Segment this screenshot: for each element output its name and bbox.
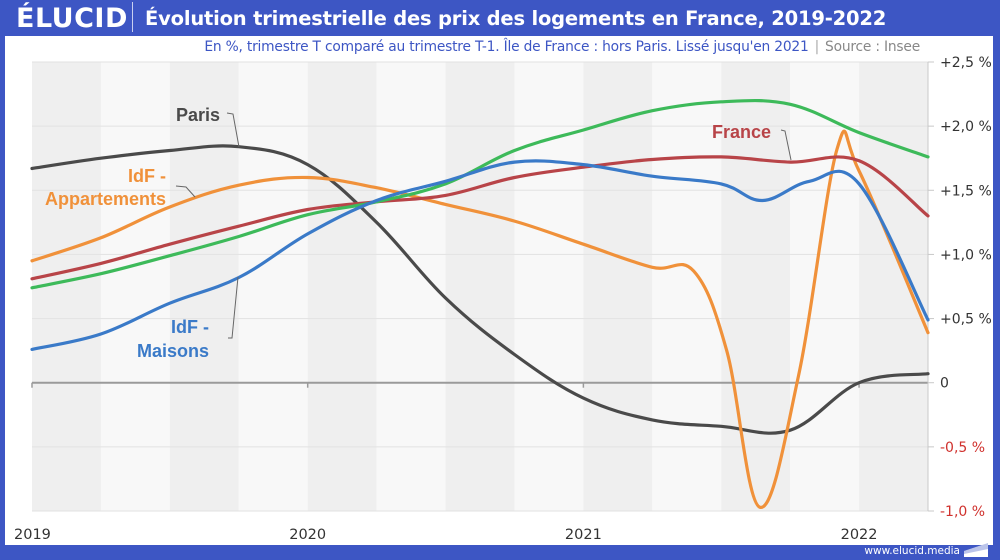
label-france: France xyxy=(712,122,771,142)
y-tick-label: +2,5 % xyxy=(940,55,992,71)
quarter-stripe xyxy=(514,62,584,511)
series-labels: Paris IdF - Appartements France IdF - Ma… xyxy=(45,105,771,361)
leader-idf-appartements xyxy=(175,185,196,198)
leader-idf-maisons xyxy=(228,276,239,339)
y-axis-ticks: +2,5 % +2,0 % +1,5 % +1,0 % +0,5 % 0 -0,5 % -1,… xyxy=(928,55,992,520)
y-tick-label: +0,5 % xyxy=(940,312,992,328)
x-axis-ticks: 2019 2020 2021 2022 xyxy=(14,382,878,543)
series-line-ile-de-france-total xyxy=(30,98,930,290)
leader-france xyxy=(780,129,792,161)
x-tick-label: 2021 xyxy=(565,527,602,543)
y-tick-label: +1,0 % xyxy=(940,247,992,263)
y-tick-label: +1,5 % xyxy=(940,183,992,199)
header-bar: ÉLUCID Évolution trimestrielle des prix … xyxy=(0,0,1000,36)
series-line-france xyxy=(30,155,930,281)
chart-subtitle: En %, trimestre T comparé au trimestre T… xyxy=(204,37,920,57)
subtitle-separator: | xyxy=(814,39,820,55)
series-line-idf-maisons xyxy=(30,159,930,351)
gridlines xyxy=(32,61,928,512)
quarter-stripe xyxy=(721,62,791,511)
source-label: Source : Insee xyxy=(825,39,920,55)
elucid-logo[interactable]: ÉLUCID xyxy=(16,3,128,34)
series-lines xyxy=(30,98,930,509)
quarter-stripe xyxy=(859,62,928,511)
quarter-stripes xyxy=(32,62,928,511)
quarter-stripe xyxy=(583,62,653,511)
subtitle-text: En %, trimestre T comparé au trimestre T… xyxy=(204,39,809,55)
x-tick-label: 2020 xyxy=(289,527,326,543)
label-idf-appartements-line2: Appartements xyxy=(45,189,166,209)
label-leader-lines xyxy=(175,112,792,339)
y-tick-label: -1,0 % xyxy=(940,504,985,520)
chart-title: Évolution trimestrielle des prix des log… xyxy=(145,7,887,30)
quarter-stripe xyxy=(652,62,722,511)
quarter-stripe xyxy=(100,62,170,511)
label-idf-appartements-line1: IdF - xyxy=(128,166,166,186)
quarter-stripe xyxy=(169,62,239,511)
y-tick-label: +2,0 % xyxy=(940,119,992,135)
label-idf-maisons-line2: Maisons xyxy=(137,341,209,361)
logo-divider xyxy=(132,2,133,32)
elucid-mark-icon xyxy=(964,543,988,557)
label-paris: Paris xyxy=(176,105,220,125)
x-tick-label: 2022 xyxy=(841,527,878,543)
quarter-stripe xyxy=(445,62,515,511)
x-tick-label: 2019 xyxy=(14,527,51,543)
quarter-stripe xyxy=(238,62,308,511)
label-idf-maisons-line1: IdF - xyxy=(171,317,209,337)
footer-url-link[interactable]: www.elucid.media xyxy=(864,545,960,557)
quarter-stripe xyxy=(307,62,377,511)
y-tick-label: -0,5 % xyxy=(940,440,985,456)
y-tick-label: 0 xyxy=(940,376,949,392)
series-line-paris xyxy=(30,144,930,435)
leader-paris xyxy=(226,112,240,148)
series-line-idf-appartements xyxy=(30,129,930,509)
